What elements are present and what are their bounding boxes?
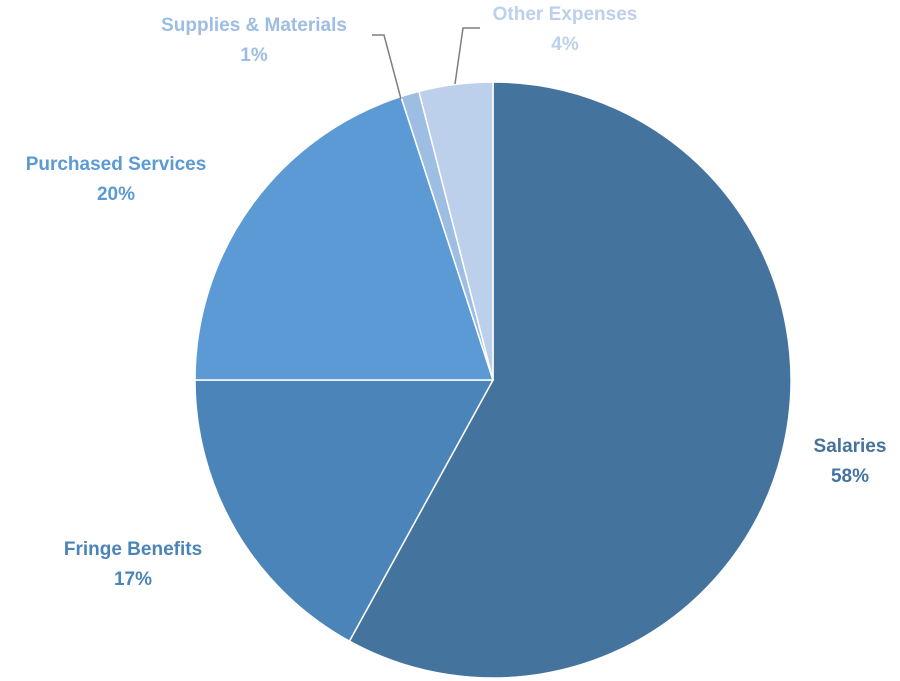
leader-line-other-expenses: [454, 27, 480, 85]
pie-slice-purchased-services: [194, 95, 495, 381]
data-label-value-salaries: 58%: [831, 466, 869, 487]
pie-slice-fringe-benefits: [194, 379, 495, 643]
data-label-value-purchased-services: 20%: [97, 184, 135, 205]
leader-lines: [372, 27, 480, 100]
pie-slice-salaries: [348, 81, 792, 679]
data-label-name-fringe-benefits: Fringe Benefits: [64, 539, 202, 560]
data-label-value-fringe-benefits: 17%: [114, 569, 152, 590]
data-label-name-other-expenses: Other Expenses: [493, 4, 638, 25]
pie-slice-other-expenses: [417, 81, 494, 381]
data-label-name-purchased-services: Purchased Services: [26, 154, 207, 175]
data-label-value-other-expenses: 4%: [551, 34, 579, 55]
data-labels: Salaries 58% Fringe Benefits 17% Purchased S…: [26, 4, 887, 590]
data-label-name-supplies-materials: Supplies & Materials: [161, 15, 347, 36]
slices-layer: [194, 81, 792, 679]
data-label-name-salaries: Salaries: [814, 436, 887, 457]
data-label-value-supplies-materials: 1%: [240, 45, 268, 66]
leader-line-supplies-materials: [372, 34, 402, 100]
